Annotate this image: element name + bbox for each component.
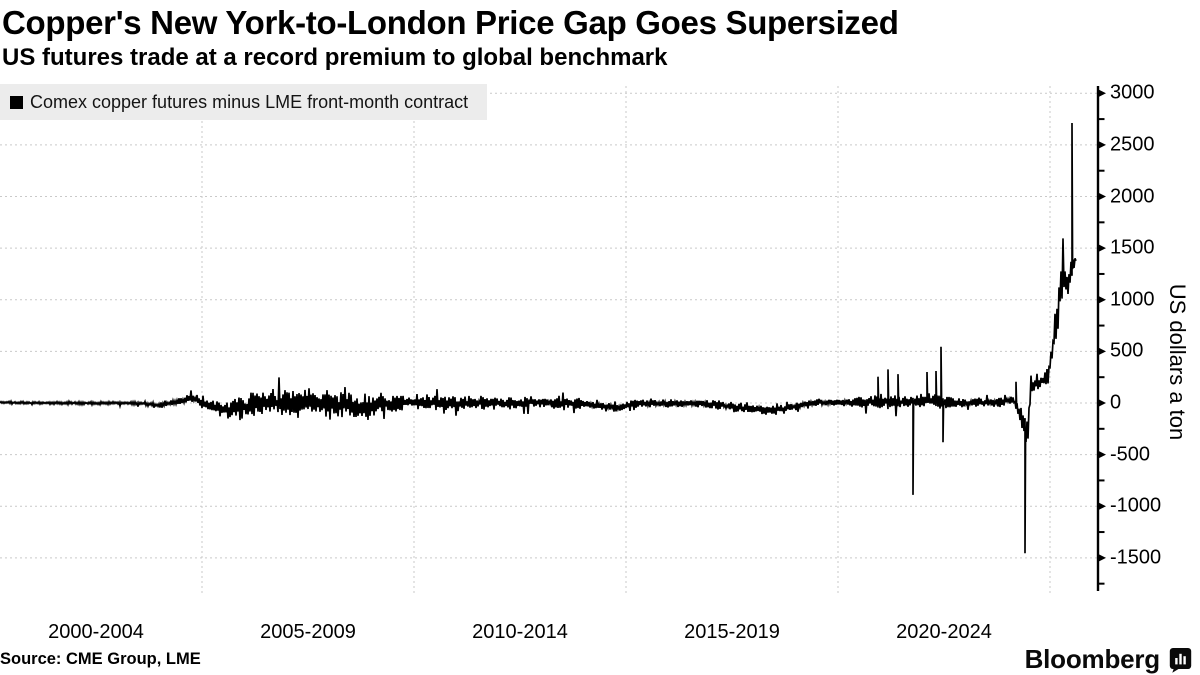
y-axis-major-tick-arrow-icon [1097,398,1106,408]
y-tick-label: 2500 [1110,133,1155,156]
legend-series-label: Comex copper futures minus LME front-mon… [30,91,469,112]
y-axis-major-tick-arrow-icon [1097,295,1106,305]
y-tick-label: 0 [1110,391,1122,414]
bloomberg-logo: Bloomberg [1025,644,1192,675]
y-axis-title: US dollars a ton [1165,283,1190,441]
y-tick-label: -1500 [1110,546,1162,569]
chart-title: Copper's New York-to-London Price Gap Go… [2,4,899,41]
y-tick-label: 500 [1110,339,1144,362]
y-tick-label: 1000 [1110,288,1155,311]
y-axis-major-tick-arrow-icon [1097,450,1106,460]
x-tick-label: 2000-2004 [48,621,144,643]
bloomberg-wordmark: Bloomberg [1024,644,1161,674]
premium-series-line [0,122,1077,554]
legend-series-swatch-icon [10,95,23,109]
y-axis-major-tick-arrow-icon [1097,553,1106,563]
chart-subtitle: US futures trade at a record premium to … [2,44,668,71]
x-tick-label: 2005-2009 [260,621,356,643]
x-tick-label: 2010-2014 [472,621,568,643]
bloomberg-chart-bubble-icon [1169,647,1192,673]
y-tick-label: 2000 [1110,185,1155,208]
y-axis-major-tick-arrow-icon [1097,243,1106,253]
y-tick-label: 1500 [1110,236,1155,259]
legend: Comex copper futures minus LME front-mon… [0,84,487,120]
x-tick-label: 2020-2024 [896,621,992,643]
y-axis-major-tick-arrow-icon [1097,140,1106,150]
source-credit: Source: CME Group, LME [0,650,201,668]
y-axis-major-tick-arrow-icon [1097,346,1106,356]
y-tick-label: -1000 [1110,494,1162,517]
y-tick-label: -500 [1110,443,1151,466]
y-tick-label: 3000 [1110,81,1155,104]
y-axis-major-tick-arrow-icon [1097,501,1106,511]
y-axis-major-tick-arrow-icon [1097,88,1106,98]
x-tick-label: 2015-2019 [684,621,780,643]
y-axis-major-tick-arrow-icon [1097,192,1106,202]
